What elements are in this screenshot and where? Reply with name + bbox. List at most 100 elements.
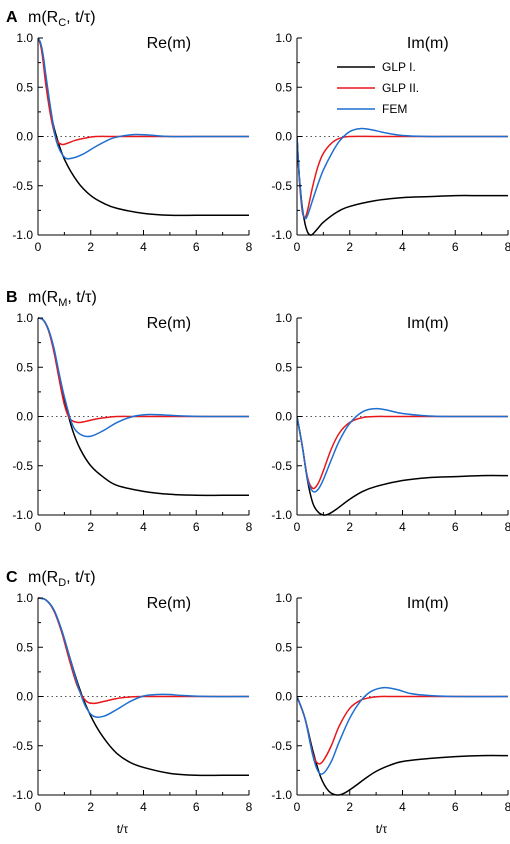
panel-title: Im(m) (407, 315, 449, 332)
panel-b-re: 1.0 0.5 0.0 -0.5 -1.00 2 4 6 8 Re(m) (12, 311, 252, 534)
y-tick-label: -0.5 (12, 459, 33, 473)
x-tick-label: 6 (452, 520, 459, 534)
y-tick-label: 1.0 (275, 311, 292, 325)
legend-label: FEM (382, 102, 407, 116)
y-tick-label: 0.0 (16, 410, 33, 424)
x-tick-label: 6 (193, 520, 200, 534)
x-tick-label: 6 (193, 800, 200, 814)
y-tick-label: 1.0 (275, 31, 292, 45)
x-tick-label: 8 (246, 800, 253, 814)
panel-c-im: 1.0 0.5 0.0 -0.5 -1.00 2 4 6 8 Im(m) t/τ (271, 591, 510, 836)
x-tick-label: 2 (87, 520, 94, 534)
x-tick-label: 0 (294, 240, 301, 254)
series-line-fem (38, 317, 249, 438)
y-tick-label: 0.5 (275, 640, 292, 654)
panel-title: Im(m) (407, 595, 449, 612)
series-line-glp-ii (297, 415, 508, 490)
x-tick-label: 0 (35, 240, 42, 254)
series-line-glp-ii (38, 317, 249, 424)
y-tick-label: -1.0 (271, 228, 292, 242)
series-line-glp-i (38, 37, 249, 217)
y-tick-label: 0.5 (16, 640, 33, 654)
series-line-fem (297, 407, 508, 493)
panel-a-re: 1.0 0.5 0.0 -0.5 -1.00 2 4 6 8 Re(m) (12, 31, 252, 254)
x-tick-label: 0 (294, 800, 301, 814)
series-line-fem (38, 37, 249, 160)
x-tick-label: 4 (399, 520, 406, 534)
y-tick-label: -0.5 (271, 739, 292, 753)
x-tick-label: 4 (399, 800, 406, 814)
series-line-glp-i (297, 696, 508, 796)
y-tick-label: 1.0 (16, 591, 33, 605)
panel-title: Re(m) (147, 595, 191, 612)
x-tick-label: 8 (246, 240, 253, 254)
y-tick-label: 0.5 (16, 360, 33, 374)
x-tick-label: 6 (452, 240, 459, 254)
series-line-glp-i (38, 317, 249, 497)
y-tick-label: -0.5 (271, 179, 292, 193)
panel-a-im: 1.0 0.5 0.0 -0.5 -1.00 2 4 6 8 Im(m) (271, 31, 510, 254)
series-line-fem (297, 686, 508, 775)
x-tick-label: 2 (346, 240, 353, 254)
y-tick-label: 0.5 (275, 80, 292, 94)
x-tick-label: 2 (346, 800, 353, 814)
y-tick-label: 1.0 (275, 591, 292, 605)
x-tick-label: 0 (294, 520, 301, 534)
panel-b-im: 1.0 0.5 0.0 -0.5 -1.00 2 4 6 8 Im(m) (271, 311, 510, 534)
y-tick-label: -1.0 (12, 788, 33, 802)
y-tick-label: 0.5 (275, 360, 292, 374)
y-tick-label: 1.0 (16, 311, 33, 325)
series-line-glp-i (38, 597, 249, 777)
panel-letter: B (6, 289, 18, 306)
y-tick-label: -0.5 (271, 459, 292, 473)
y-tick-label: -1.0 (12, 508, 33, 522)
legend-label: GLP II. (382, 81, 419, 95)
x-tick-label: 4 (140, 520, 147, 534)
series-line-fem (38, 597, 249, 718)
x-tick-label: 8 (505, 240, 510, 254)
legend-entry: GLP II. (337, 81, 419, 95)
x-tick-label: 8 (246, 520, 253, 534)
series-line-glp-ii (38, 597, 249, 705)
legend: GLP I. GLP II. FEM (337, 60, 419, 116)
legend-entry: FEM (337, 102, 407, 116)
panel-letter: A (6, 9, 18, 26)
x-axis-label: t/τ (117, 822, 129, 836)
y-tick-label: 0.0 (275, 690, 292, 704)
y-tick-label: -0.5 (12, 179, 33, 193)
x-tick-label: 6 (193, 240, 200, 254)
x-tick-label: 2 (346, 520, 353, 534)
legend-label: GLP I. (382, 60, 416, 74)
panel-letter: C (6, 569, 18, 586)
y-tick-label: -1.0 (271, 788, 292, 802)
y-tick-label: 1.0 (16, 31, 33, 45)
x-tick-label: 4 (140, 240, 147, 254)
y-tick-label: 0.5 (16, 80, 33, 94)
x-tick-label: 6 (452, 800, 459, 814)
x-tick-label: 0 (35, 520, 42, 534)
x-tick-label: 2 (87, 800, 94, 814)
x-tick-label: 8 (505, 800, 510, 814)
x-tick-label: 2 (87, 240, 94, 254)
panel-title: Re(m) (147, 315, 191, 332)
x-tick-label: 4 (399, 240, 406, 254)
panel-c-re: 1.0 0.5 0.0 -0.5 -1.00 2 4 6 8 Re(m) t/τ (12, 591, 252, 836)
series-line-glp-i (297, 136, 508, 236)
series-line-fem (297, 127, 508, 220)
series-line-glp-i (297, 416, 508, 516)
y-tick-label: 0.0 (275, 130, 292, 144)
series-line-glp-ii (297, 135, 508, 219)
legend-entry: GLP I. (337, 60, 416, 74)
row-title: m(RC, t/τ) (28, 9, 96, 29)
row-title: m(RM, t/τ) (28, 289, 97, 309)
y-tick-label: -1.0 (271, 508, 292, 522)
row-title: m(RD, t/τ) (28, 569, 96, 589)
x-tick-label: 8 (505, 520, 510, 534)
x-tick-label: 4 (140, 800, 147, 814)
y-tick-label: -1.0 (12, 228, 33, 242)
series-line-glp-ii (38, 37, 249, 146)
